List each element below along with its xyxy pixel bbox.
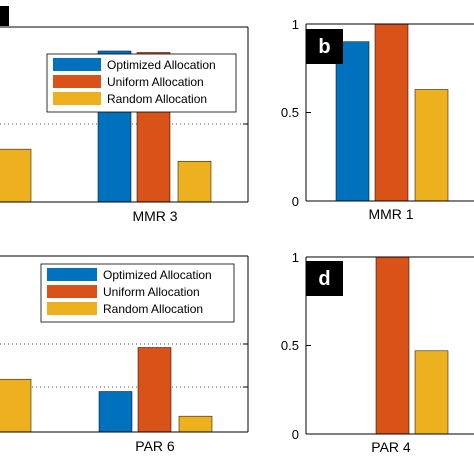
panel-a-legend-label-random: Random Allocation	[107, 92, 207, 106]
panel-c-bars	[0, 347, 213, 433]
panel-b-label-box	[306, 29, 343, 64]
panel-b-bar-uniform-0	[374, 23, 409, 202]
panel-b-bars	[335, 23, 449, 202]
panel-a-legend-label-uniform: Uniform Allocation	[107, 75, 204, 89]
panel-c: PAR 6 Optimized Allocation Uniform Alloc…	[0, 255, 249, 454]
panel-b: 0 0.5 1 MMR 1 b	[281, 17, 474, 222]
panel-b-category-label: MMR 1	[368, 206, 413, 222]
panel-d-ytick-label-05: 0.5	[281, 338, 299, 353]
panel-a-legend-label-optimized: Optimized Allocation	[107, 58, 216, 72]
panel-c-legend-swatch-random	[47, 302, 97, 315]
panel-a-group-label: MMR 3	[132, 208, 177, 224]
panel-d-ytick-label-0: 0	[292, 427, 299, 442]
panel-d-category-label: PAR 4	[371, 439, 411, 455]
panel-a: MMR 3 Optimized Allocation Uniform Alloc…	[0, 6, 249, 224]
panel-b-bar-random-0	[414, 89, 449, 202]
panel-d-ytick-label-1: 1	[292, 250, 299, 265]
panel-c-bar-optimized-1	[98, 391, 133, 433]
panel-a-label-box	[0, 6, 9, 26]
panel-a-legend: Optimized Allocation Uniform Allocation …	[46, 53, 237, 113]
panel-c-group-label: PAR 6	[135, 438, 175, 454]
panel-c-bar-uniform-1	[137, 347, 172, 433]
panel-d: 0 0.5 1 PAR 4 d	[281, 250, 474, 455]
panel-c-legend-swatch-uniform	[47, 285, 97, 298]
panel-a-legend-swatch-uniform	[53, 75, 101, 88]
panel-d-label-box	[306, 261, 343, 296]
panel-c-bar-random-0	[0, 378, 32, 433]
panel-a-bar-random-0	[0, 148, 32, 203]
panel-c-legend-label-random: Random Allocation	[103, 302, 203, 316]
panel-d-bar-uniform-0	[375, 256, 410, 435]
panel-b-label: b	[318, 36, 330, 58]
panel-a-bars	[0, 50, 212, 203]
panel-d-label: d	[318, 268, 330, 290]
panel-c-bar-random-1	[178, 415, 213, 433]
panel-a-bar-random-1	[177, 160, 212, 203]
panel-b-ytick-label-05: 0.5	[281, 105, 299, 120]
panel-a-legend-swatch-optimized	[53, 58, 101, 71]
panel-a-legend-swatch-random	[53, 92, 101, 105]
panel-d-bars	[375, 256, 449, 435]
panel-c-legend: Optimized Allocation Uniform Allocation …	[40, 263, 235, 323]
panel-b-ytick-label-0: 0	[292, 194, 299, 209]
panel-b-bar-optimized-0	[335, 41, 370, 202]
panel-c-legend-label-optimized: Optimized Allocation	[103, 268, 212, 282]
panel-c-legend-swatch-optimized	[47, 268, 97, 281]
panel-d-bar-random-0	[414, 350, 449, 435]
panel-b-ytick-label-1: 1	[292, 17, 299, 32]
panel-c-legend-label-uniform: Uniform Allocation	[103, 285, 200, 299]
panel-c-grid	[0, 343, 248, 388]
